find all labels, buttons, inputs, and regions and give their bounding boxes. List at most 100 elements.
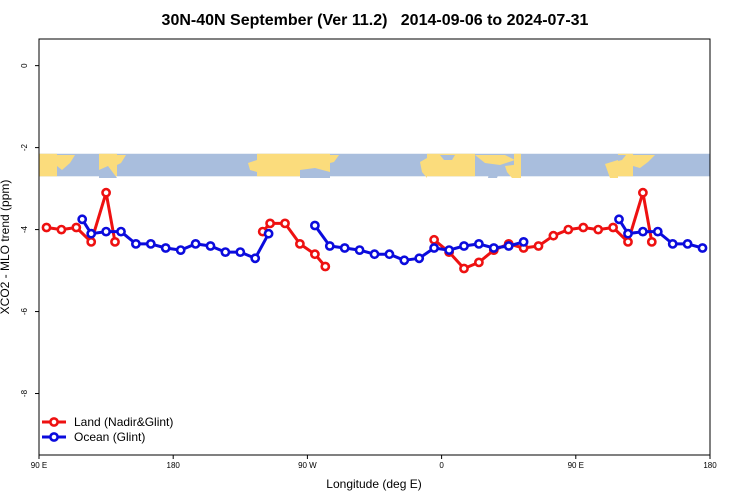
y-tick-label: -2 <box>20 144 29 152</box>
y-tick-label: 0 <box>20 63 29 68</box>
ocean-data-point <box>354 245 365 255</box>
land-data-point <box>646 236 657 247</box>
land-data-point <box>563 224 574 235</box>
y-tick-label: -8 <box>20 389 29 397</box>
ocean-data-point <box>399 255 410 266</box>
ocean-data-point <box>263 228 274 239</box>
land-data-point <box>56 224 67 235</box>
map-land-region <box>330 155 339 163</box>
ocean-data-point <box>160 243 171 253</box>
ocean-data-point <box>459 241 469 251</box>
x-tick-label: 90 E <box>568 461 584 470</box>
legend-ocean-label: Ocean (Glint) <box>74 430 145 444</box>
land-data-point <box>101 187 111 198</box>
ocean-data-point <box>190 238 201 249</box>
ocean-data-point <box>130 238 141 249</box>
map-ocean-region <box>618 155 626 161</box>
land-data-point <box>459 263 469 274</box>
ocean-data-point <box>488 243 499 253</box>
y-axis: 0 -2 -4 -6 -8 <box>20 63 39 397</box>
map-land-region <box>57 155 75 170</box>
ocean-data-point <box>235 247 246 257</box>
ocean-data-point <box>638 226 648 237</box>
series-layer <box>41 187 708 274</box>
ocean-data-point <box>101 226 111 237</box>
plot-frame <box>38 38 711 456</box>
ocean-data-point <box>414 253 425 264</box>
map-land-region <box>39 153 57 177</box>
ocean-data-point <box>682 238 693 249</box>
ocean-data-point <box>697 243 708 253</box>
map-land-region <box>633 155 655 168</box>
land-data-point <box>41 222 52 233</box>
map-land-region <box>605 160 618 178</box>
land-data-point <box>86 236 97 247</box>
y-tick-label: -6 <box>20 307 29 315</box>
world-map-strip <box>39 153 710 178</box>
ocean-data-point <box>369 249 380 260</box>
ocean-data-point <box>145 238 156 249</box>
ocean-data-point <box>429 243 439 253</box>
x-axis-label: Longitude (deg E) <box>326 477 421 491</box>
map-ocean-region <box>99 166 117 178</box>
land-data-point <box>473 257 484 268</box>
legend-ocean-marker <box>49 432 59 442</box>
ocean-data-point <box>116 226 126 237</box>
ocean-data-point <box>220 247 231 257</box>
ocean-data-point <box>324 241 335 251</box>
map-land-region <box>475 155 515 165</box>
ocean-data-point <box>518 236 529 247</box>
y-tick-label: -4 <box>20 225 29 233</box>
x-axis: 90 E 180 90 W 0 90 E 180 <box>31 455 717 470</box>
land-data-point <box>280 218 290 229</box>
land-data-point <box>608 222 618 233</box>
ocean-data-point <box>205 241 216 251</box>
x-tick-label: 0 <box>439 461 444 470</box>
land-data-point <box>638 187 648 198</box>
ocean-data-point <box>444 245 454 255</box>
land-data-point <box>320 261 331 272</box>
ocean-data-point <box>77 214 88 225</box>
land-data-point <box>533 241 544 251</box>
legend: Land (Nadir&Glint) Ocean (Glint) <box>42 415 173 444</box>
legend-land-marker <box>49 417 59 427</box>
land-data-point <box>309 249 320 260</box>
map-land-region <box>117 155 126 165</box>
land-data-point <box>265 218 275 229</box>
ocean-data-point <box>623 228 633 239</box>
ocean-data-point <box>309 220 320 231</box>
x-tick-label: 90 W <box>298 461 317 470</box>
ocean-data-point <box>667 238 678 249</box>
ocean-data-point <box>614 214 624 225</box>
ocean-data-point <box>652 226 663 237</box>
land-data-point <box>71 222 82 233</box>
map-land-region <box>505 164 521 178</box>
chart-title: 30N-40N September (Ver 11.2) 2014-09-06 … <box>162 12 589 29</box>
map-ocean-region <box>440 155 455 160</box>
land-data-point <box>578 222 589 233</box>
map-land-region <box>248 160 257 172</box>
land-data-point <box>548 230 559 241</box>
ocean-data-point <box>250 253 261 264</box>
map-ocean <box>39 153 710 177</box>
ocean-data-point <box>175 245 186 255</box>
ocean-data-point <box>503 241 514 251</box>
x-tick-label: 180 <box>703 461 717 470</box>
map-ocean-region <box>488 168 500 178</box>
ocean-data-point <box>339 243 350 253</box>
map-land-region <box>420 158 427 178</box>
y-axis-label: XCO2 - MLO trend (ppm) <box>0 180 12 315</box>
legend-land-label: Land (Nadir&Glint) <box>74 415 173 429</box>
ocean-data-point <box>384 249 395 260</box>
land-series-line <box>433 191 654 270</box>
land-data-point <box>429 234 439 245</box>
land-data-point <box>110 236 120 247</box>
x-tick-label: 180 <box>167 461 181 470</box>
ocean-data-point <box>86 228 97 239</box>
land-data-point <box>623 236 633 247</box>
map-land-region <box>427 153 475 177</box>
ocean-data-point <box>473 238 484 249</box>
x-tick-label: 90 E <box>31 461 47 470</box>
land-data-point <box>593 224 604 235</box>
